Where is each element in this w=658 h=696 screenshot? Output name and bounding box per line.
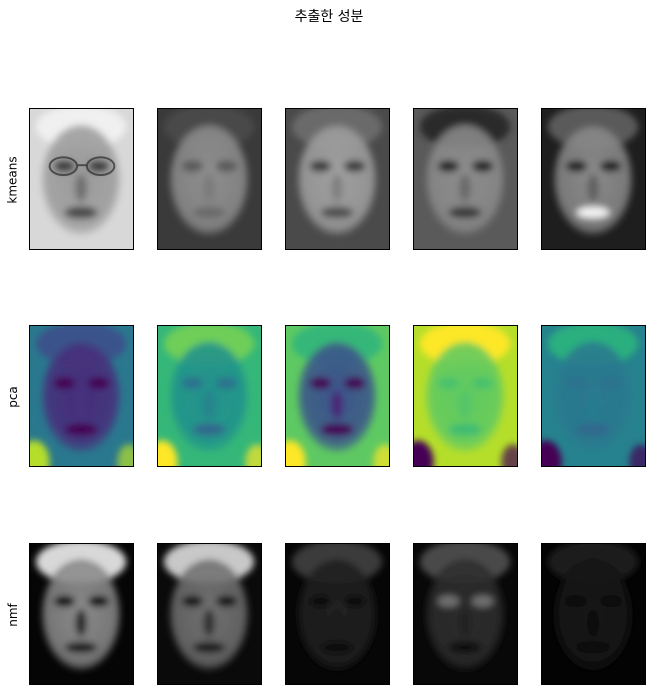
face-image (542, 109, 645, 249)
component-image-pca-1 (29, 325, 134, 467)
face-image (286, 326, 389, 466)
row-label-pca: pca (0, 325, 26, 468)
face-image (30, 544, 133, 684)
component-image-pca-5 (541, 325, 646, 467)
face-image (30, 326, 133, 466)
face-image (30, 109, 133, 249)
face-image (414, 326, 517, 466)
component-image-kmeans-5 (541, 108, 646, 250)
face-image (542, 326, 645, 466)
component-image-kmeans-3 (285, 108, 390, 250)
face-image (158, 326, 261, 466)
row-label-text: kmeans (6, 155, 21, 204)
face-image (286, 544, 389, 684)
component-image-pca-4 (413, 325, 518, 467)
row-label-kmeans: kmeans (0, 108, 26, 251)
face-image (158, 544, 261, 684)
component-image-kmeans-4 (413, 108, 518, 250)
row-label-text: nmf (6, 602, 20, 627)
component-image-kmeans-2 (157, 108, 262, 250)
component-image-kmeans-1 (29, 108, 134, 250)
component-image-pca-2 (157, 325, 262, 467)
face-image (158, 109, 261, 249)
component-image-nmf-5 (541, 543, 646, 685)
face-image (414, 109, 517, 249)
component-image-nmf-2 (157, 543, 262, 685)
face-image (414, 544, 517, 684)
component-image-nmf-4 (413, 543, 518, 685)
component-image-nmf-1 (29, 543, 134, 685)
face-image (286, 109, 389, 249)
face-image (542, 544, 645, 684)
row-label-nmf: nmf (0, 543, 26, 686)
component-image-pca-3 (285, 325, 390, 467)
figure-title: 추출한 성분 (294, 9, 364, 25)
row-label-text: pca (5, 385, 20, 408)
component-image-nmf-3 (285, 543, 390, 685)
